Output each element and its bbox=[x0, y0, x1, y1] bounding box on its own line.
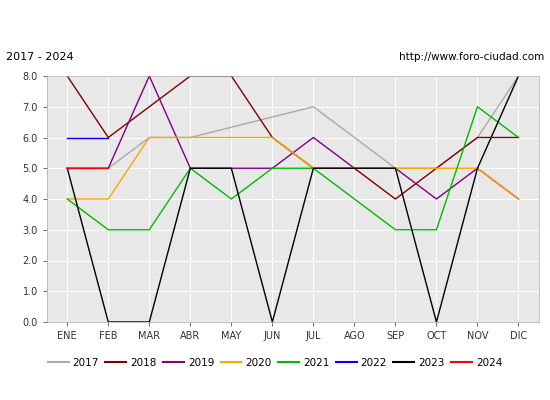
2017 bbox=[310, 104, 317, 109]
2023 bbox=[64, 166, 70, 171]
2021 bbox=[351, 196, 358, 201]
2019 bbox=[187, 166, 194, 171]
2023 bbox=[515, 74, 522, 78]
2020 bbox=[433, 166, 440, 171]
2019 bbox=[433, 196, 440, 201]
2018 bbox=[433, 166, 440, 171]
2023 bbox=[392, 166, 399, 171]
Legend: 2017, 2018, 2019, 2020, 2021, 2022, 2023, 2024: 2017, 2018, 2019, 2020, 2021, 2022, 2023… bbox=[43, 354, 507, 372]
2020 bbox=[269, 135, 276, 140]
2017 bbox=[392, 166, 399, 171]
2019 bbox=[351, 166, 358, 171]
Line: 2017: 2017 bbox=[67, 76, 519, 168]
2023 bbox=[474, 166, 481, 171]
2020 bbox=[392, 166, 399, 171]
2021 bbox=[187, 166, 194, 171]
2019 bbox=[269, 166, 276, 171]
2020 bbox=[351, 166, 358, 171]
2020 bbox=[310, 166, 317, 171]
2019 bbox=[392, 166, 399, 171]
2018 bbox=[187, 74, 194, 78]
2019 bbox=[515, 196, 522, 201]
2018 bbox=[474, 135, 481, 140]
2021 bbox=[146, 227, 152, 232]
2023 bbox=[351, 166, 358, 171]
2021 bbox=[269, 166, 276, 171]
2017 bbox=[515, 74, 522, 78]
2019 bbox=[474, 166, 481, 171]
2020 bbox=[515, 196, 522, 201]
2017 bbox=[433, 166, 440, 171]
2020 bbox=[64, 196, 70, 201]
2021 bbox=[105, 227, 112, 232]
2024 bbox=[64, 166, 70, 171]
2017 bbox=[474, 135, 481, 140]
2021 bbox=[64, 196, 70, 201]
2019 bbox=[310, 135, 317, 140]
Line: 2018: 2018 bbox=[67, 76, 519, 199]
Line: 2019: 2019 bbox=[67, 76, 519, 199]
2021 bbox=[310, 166, 317, 171]
2019 bbox=[146, 74, 152, 78]
Text: 2017 - 2024: 2017 - 2024 bbox=[6, 52, 73, 62]
Line: 2021: 2021 bbox=[67, 107, 519, 230]
2023 bbox=[105, 320, 112, 324]
2023 bbox=[433, 320, 440, 324]
Text: Evolucion del paro registrado en Salvador de Zapardiel: Evolucion del paro registrado en Salvado… bbox=[91, 14, 459, 28]
2018 bbox=[351, 166, 358, 171]
2023 bbox=[187, 166, 194, 171]
2021 bbox=[392, 227, 399, 232]
2021 bbox=[228, 196, 235, 201]
2019 bbox=[228, 166, 235, 171]
2021 bbox=[433, 227, 440, 232]
2020 bbox=[187, 135, 194, 140]
2017 bbox=[146, 135, 152, 140]
2018 bbox=[269, 135, 276, 140]
2018 bbox=[105, 135, 112, 140]
2020 bbox=[228, 135, 235, 140]
2023 bbox=[228, 166, 235, 171]
2017 bbox=[64, 166, 70, 171]
2023 bbox=[269, 320, 276, 324]
2019 bbox=[105, 166, 112, 171]
2022 bbox=[105, 135, 112, 140]
2018 bbox=[64, 74, 70, 78]
2018 bbox=[228, 74, 235, 78]
2018 bbox=[392, 196, 399, 201]
2017 bbox=[351, 135, 358, 140]
2024 bbox=[105, 166, 112, 171]
Line: 2020: 2020 bbox=[67, 138, 519, 199]
2017 bbox=[105, 166, 112, 171]
2018 bbox=[310, 166, 317, 171]
2018 bbox=[515, 135, 522, 140]
Text: http://www.foro-ciudad.com: http://www.foro-ciudad.com bbox=[399, 52, 544, 62]
2019 bbox=[64, 166, 70, 171]
2023 bbox=[146, 320, 152, 324]
2018 bbox=[146, 104, 152, 109]
2020 bbox=[146, 135, 152, 140]
2021 bbox=[474, 104, 481, 109]
2017 bbox=[187, 135, 194, 140]
Line: 2023: 2023 bbox=[67, 76, 519, 322]
2023 bbox=[310, 166, 317, 171]
2021 bbox=[515, 135, 522, 140]
2020 bbox=[474, 166, 481, 171]
2022 bbox=[64, 135, 70, 140]
2020 bbox=[105, 196, 112, 201]
